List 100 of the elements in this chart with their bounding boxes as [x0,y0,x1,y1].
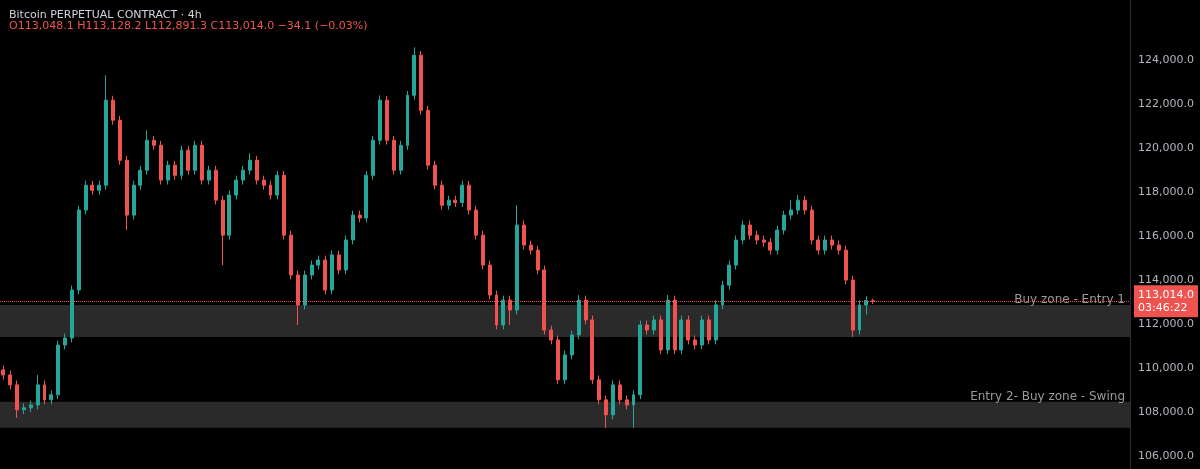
candlestick [330,250,334,295]
candlestick [70,285,74,343]
candlestick [289,230,293,280]
candlestick [173,160,177,181]
candlestick [666,294,670,355]
candlestick [255,155,259,186]
candlestick [90,180,94,196]
candlestick [323,255,327,295]
candlestick [84,180,88,215]
candlestick [159,140,163,186]
candlestick [823,235,827,256]
candlestick [337,250,341,275]
candlestick [645,320,649,335]
candlestick [837,240,841,256]
candlestick [796,194,800,215]
y-tick-label: 114,000.0 [1138,273,1194,287]
candlestick [638,320,642,400]
candlestick [734,235,738,271]
candlestick [789,199,793,221]
candlestick [180,145,183,181]
candlestick [36,374,40,410]
candlestick [63,333,67,350]
candlestick [460,180,464,208]
candlestick [721,280,724,310]
candlestick [419,50,423,116]
candlestick [597,374,601,405]
candlestick [556,335,560,385]
candlestick [590,315,594,385]
candlestick [474,205,478,241]
candlestick [399,140,403,176]
candlestick [186,145,190,176]
candlestick [433,160,437,191]
candlestick [412,46,416,101]
candlestick [515,204,519,315]
candlestick [426,105,430,171]
candlestick [700,315,704,350]
candlestick [830,235,834,250]
candlestick [344,235,348,275]
candlestick [768,237,772,256]
candlestick [303,270,307,310]
candlestick [844,245,848,285]
candlestick [686,315,690,345]
candlestick [549,325,553,345]
y-tick-label: 110,000.0 [1138,361,1194,375]
candlestick [625,394,629,410]
candlestick [522,220,526,250]
text: Bitcoin PERPETUAL CONTRACT · 4h [9,8,202,21]
candlestick [652,315,656,335]
y-tick-label: 106,000.0 [1138,449,1194,463]
candlestick [77,205,81,295]
candlestick [378,94,382,146]
candlestick [775,225,779,256]
candlestick [481,230,485,271]
candlestick [618,379,622,405]
candlestick [611,379,615,420]
candlestick [275,170,279,200]
candlestick [782,210,786,235]
candlestick [604,394,608,429]
candlestick [29,400,33,413]
y-tick-label: 118,000.0 [1138,185,1194,199]
candlestick [125,155,129,231]
candlestick [659,315,663,355]
candlestick [234,175,238,200]
candlestick [1,365,5,380]
candlestick [207,165,211,186]
candlestick [166,160,170,186]
candlestick [501,295,505,330]
candlestick [351,210,355,245]
candlestick [679,315,683,355]
candlestick [385,95,389,146]
candlestick [132,180,136,221]
candlestick [816,235,820,256]
candlestick [563,350,567,385]
candlestick [248,152,252,176]
text: O113,048.1 H113,128.2 L112,891.3 C113,014.0 −34.1 (−0.03%) [9,19,368,32]
candlestick [49,389,53,405]
candlestick [755,230,759,245]
candlestick [310,260,314,280]
candlestick [714,300,718,345]
candlestick [138,165,142,191]
y-tick-label: 120,000.0 [1138,141,1194,155]
text: 03:46:22 [1138,301,1188,315]
candlestick [453,195,457,208]
candlestick [97,180,101,196]
candlestick [693,335,697,350]
y-tick-label: 116,000.0 [1138,229,1194,243]
candlestick [227,190,231,241]
candlestick [406,90,409,151]
candlestick [488,260,492,300]
candlestick [467,180,471,215]
candlestick [577,294,581,340]
candlestick [864,295,868,315]
candlestick [727,260,731,291]
candlestick [858,300,861,335]
candlestick [200,140,204,186]
candlestick [447,195,451,211]
candlestick [529,240,533,256]
candlestick [440,180,444,211]
candlestick [111,95,115,126]
candlestick [364,170,368,223]
